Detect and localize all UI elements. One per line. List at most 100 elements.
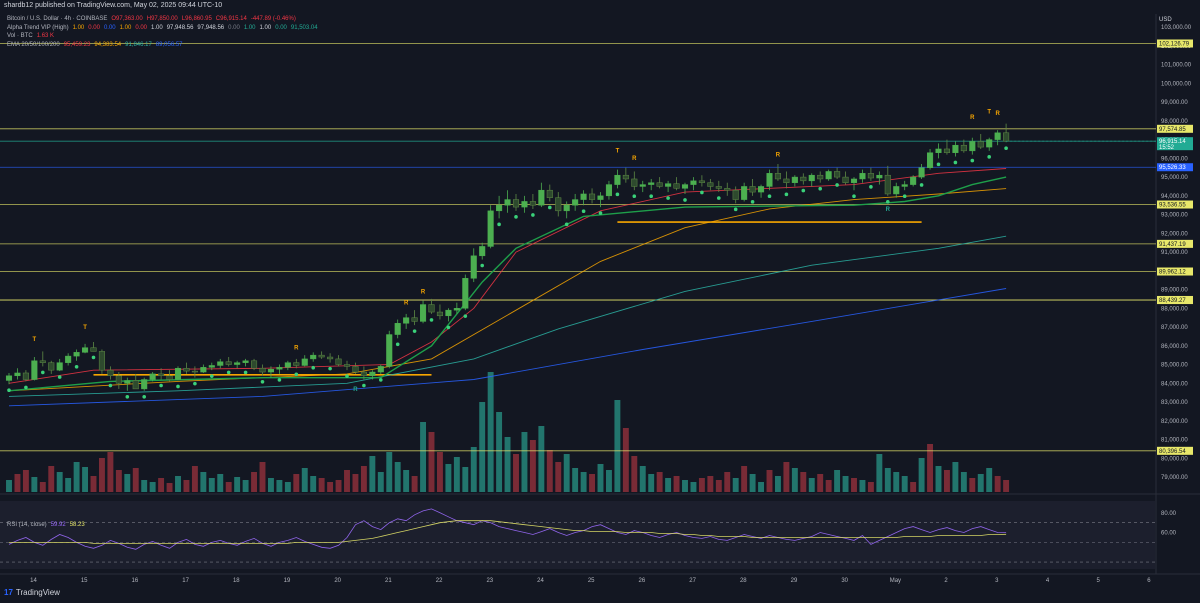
volume-bar: [208, 478, 215, 492]
volume-bar: [200, 472, 207, 492]
alpha-dot: [598, 211, 603, 215]
volume-bar: [817, 474, 824, 492]
price-tick-label: 83,000.00: [1161, 400, 1188, 406]
candle-body: [14, 372, 21, 377]
signal-marker: R: [970, 115, 975, 121]
price-level-label: 97,574.85: [1159, 127, 1186, 133]
candle-body: [589, 193, 596, 200]
candle-body: [927, 152, 934, 168]
legend-rsi-row[interactable]: RSI (14, close) 59.92 58.23: [7, 521, 89, 530]
volume-bar: [352, 474, 359, 492]
price-tick-label: 98,000.00: [1161, 119, 1188, 125]
alpha-dot: [395, 342, 400, 347]
volume-bar: [910, 482, 917, 492]
alpha-dot: [733, 207, 738, 212]
price-level-tag: [1157, 239, 1193, 248]
candle-body: [428, 304, 435, 313]
candle-body: [808, 174, 815, 182]
candle-body: [614, 174, 621, 185]
candle-body: [411, 317, 418, 322]
candle-body: [673, 183, 680, 189]
signal-marker: T: [616, 149, 620, 155]
alpha-dot: [108, 383, 113, 388]
price-level-label: 95,526.33: [1159, 165, 1186, 171]
volume-bar: [487, 372, 494, 492]
candle-body: [174, 368, 182, 380]
price-level-tag: [1157, 124, 1193, 133]
alpha-dot: [683, 198, 687, 202]
volume-bar: [293, 474, 300, 492]
candle-body: [56, 362, 63, 371]
alpha-dot: [429, 318, 434, 322]
alpha-dot: [869, 185, 873, 189]
alpha-dot: [514, 215, 518, 219]
legend-alpha-row[interactable]: Alpha Trend VIP (High) 1.00 0.00 0.00 1.00 0.…: [7, 24, 322, 33]
candle-body: [825, 171, 832, 180]
tradingview-logo-text: TradingView: [15, 588, 60, 597]
alpha-dot: [159, 383, 163, 388]
candle-body: [124, 380, 131, 384]
candle-body: [605, 184, 612, 197]
alpha-dot: [243, 370, 248, 375]
volume-bar: [724, 472, 731, 492]
candle-body: [850, 178, 858, 183]
volume-bar: [876, 454, 883, 492]
volume-bar: [1003, 480, 1010, 492]
candle-body: [859, 173, 866, 180]
legend-ema-row[interactable]: EMA 20/50/100/200 95,459.23 94,383.54 91,84…: [7, 41, 322, 50]
alpha-dot: [362, 383, 366, 388]
candle-body: [986, 139, 993, 148]
candle-body: [343, 364, 351, 367]
volume-bar: [783, 462, 790, 492]
volume-bar: [90, 476, 97, 492]
volume-bar: [98, 458, 105, 492]
time-tick-label: 4: [1046, 578, 1050, 584]
volume-bar: [242, 480, 249, 492]
volume-bar: [107, 452, 114, 492]
volume-bar: [690, 482, 697, 492]
legend-vol-row[interactable]: Vol · BTC 1.63 K: [7, 32, 322, 41]
alpha-dot: [886, 200, 890, 204]
volume-bar: [935, 466, 942, 492]
candle-body: [65, 355, 72, 363]
candle-body: [318, 354, 325, 358]
legend-value: 58.23: [69, 522, 85, 528]
legend-value: 97,948.56: [197, 24, 225, 31]
tradingview-logo[interactable]: 17 TradingView: [4, 588, 60, 597]
signal-marker: R: [353, 387, 358, 393]
volume-bar: [48, 466, 55, 492]
legend-value: -447.89 (-0.46%): [250, 16, 296, 22]
volume-bar: [504, 437, 511, 492]
price-level-tag: [1157, 446, 1193, 455]
volume-bar: [217, 474, 224, 492]
alpha-dot: [531, 213, 535, 217]
volume-bar: [791, 468, 798, 492]
volume-bar: [318, 478, 325, 492]
volume-bar: [665, 478, 672, 492]
volume-bar: [225, 482, 232, 492]
volume-bar: [867, 482, 874, 492]
candle-body: [529, 201, 536, 206]
volume-bar: [639, 466, 646, 492]
alpha-dot: [328, 366, 332, 371]
volume-bar: [631, 456, 638, 492]
price-tick-label: 99,000.00: [1161, 100, 1188, 106]
volume-bar: [597, 464, 604, 492]
legend-rsi-name: RSI (14, close): [7, 522, 47, 528]
candle-body: [377, 366, 384, 373]
volume-bar: [622, 428, 629, 492]
price-level-sublabel: 15:52: [1159, 145, 1175, 151]
candle-body: [394, 323, 401, 335]
candle-body: [234, 362, 241, 365]
legend-symbol-row[interactable]: Bitcoin / U.S. Dollar · 4h · COINBASE O97…: [7, 15, 322, 24]
alpha-dot: [767, 194, 772, 199]
alpha-dot: [210, 374, 214, 378]
volume-bar: [589, 474, 596, 492]
alpha-dot: [74, 364, 79, 369]
volume-bar: [673, 476, 680, 492]
price-tick-label: 81,000.00: [1161, 438, 1188, 444]
volume-bar: [251, 472, 258, 492]
candle-body: [580, 193, 587, 200]
volume-bar: [115, 470, 122, 492]
